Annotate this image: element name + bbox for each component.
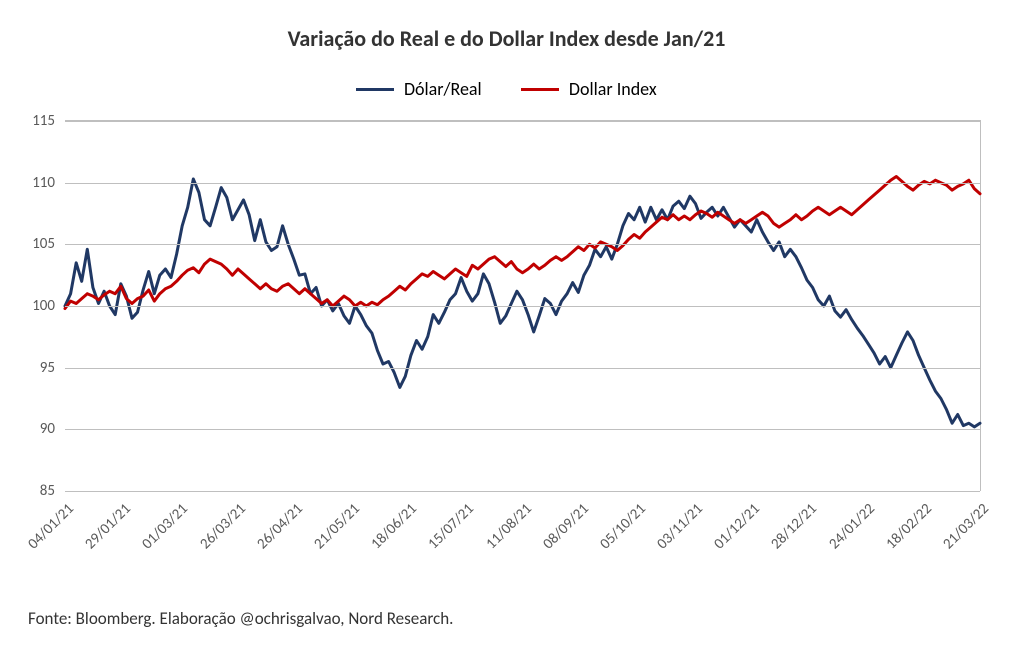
legend-label-dolar-real: Dólar/Real (404, 78, 482, 100)
y-tick-label: 95 (40, 359, 55, 377)
legend-item-dolar-real: Dólar/Real (356, 78, 481, 100)
source-text: Fonte: Bloomberg. Elaboração @ochrisgalv… (28, 608, 453, 629)
x-tick-label: 01/12/21 (711, 500, 764, 553)
x-tick-label: 24/01/22 (825, 500, 878, 553)
series-line-dollar-index (65, 177, 980, 309)
x-tick-label: 21/03/22 (940, 500, 993, 553)
gridline (65, 368, 980, 369)
gridline (65, 183, 980, 184)
gridline (65, 306, 980, 307)
y-tick-label: 105 (32, 235, 55, 253)
x-tick-label: 05/10/21 (596, 500, 649, 553)
legend: Dólar/Real Dollar Index (0, 78, 1013, 100)
y-tick-label: 100 (32, 297, 55, 315)
legend-swatch-dolar-real (356, 88, 394, 91)
x-tick-label: 03/11/21 (654, 500, 707, 553)
legend-label-dollar-index: Dollar Index (569, 78, 657, 100)
x-tick-label: 21/05/21 (310, 500, 363, 553)
x-tick-label: 26/03/21 (196, 500, 249, 553)
x-tick-label: 26/04/21 (253, 500, 306, 553)
x-tick-label: 08/09/21 (539, 500, 592, 553)
x-tick-label: 29/01/21 (82, 500, 135, 553)
x-axis-ticks: 04/01/2129/01/2101/03/2126/03/2126/04/21… (65, 492, 980, 612)
x-tick-label: 18/06/21 (368, 500, 421, 553)
legend-item-dollar-index: Dollar Index (521, 78, 656, 100)
x-tick-label: 01/03/21 (139, 500, 192, 553)
y-tick-label: 90 (40, 420, 55, 438)
legend-swatch-dollar-index (521, 88, 559, 91)
y-tick-label: 110 (32, 174, 55, 192)
x-tick-label: 28/12/21 (768, 500, 821, 553)
series-line-d-lar-real (65, 179, 980, 427)
gridline (65, 429, 980, 430)
chart-title: Variação do Real e do Dollar Index desde… (0, 25, 1013, 52)
gridline (65, 244, 980, 245)
y-tick-label: 85 (40, 482, 55, 500)
plot-area: 859095100105110115 (65, 120, 981, 491)
x-tick-label: 11/08/21 (482, 500, 535, 553)
y-tick-label: 115 (32, 112, 55, 130)
x-tick-label: 04/01/21 (25, 500, 78, 553)
x-tick-label: 18/02/22 (882, 500, 935, 553)
gridline (65, 121, 980, 122)
x-tick-label: 15/07/21 (425, 500, 478, 553)
